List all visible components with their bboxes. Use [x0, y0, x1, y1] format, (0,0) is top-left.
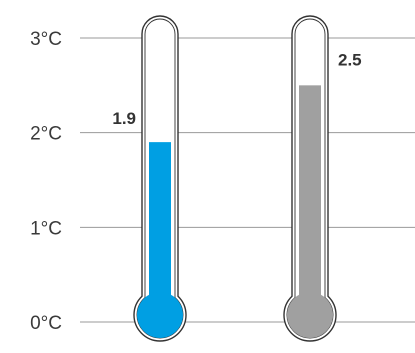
value-label: 1.9: [112, 109, 136, 128]
thermometer: 2.5: [283, 15, 362, 342]
thermometer-fill-bar: [299, 85, 321, 315]
thermometer-bulb-fill: [287, 292, 333, 338]
thermometer-bulb-fill: [137, 292, 183, 338]
thermometer-fill-bar: [149, 142, 171, 315]
grid-layer: [80, 37, 415, 323]
y-tick-label: 1°C: [30, 218, 62, 239]
value-label: 2.5: [338, 50, 362, 69]
y-tick-label: 2°C: [30, 124, 62, 145]
y-tick-label: 0°C: [30, 313, 62, 334]
thermometer: 1.9: [112, 15, 187, 342]
y-axis-ticks: 0°C 1°C 2°C 3°C: [30, 29, 62, 334]
thermometers: 1.9 2.5: [112, 15, 362, 342]
y-tick-label: 3°C: [30, 29, 62, 50]
